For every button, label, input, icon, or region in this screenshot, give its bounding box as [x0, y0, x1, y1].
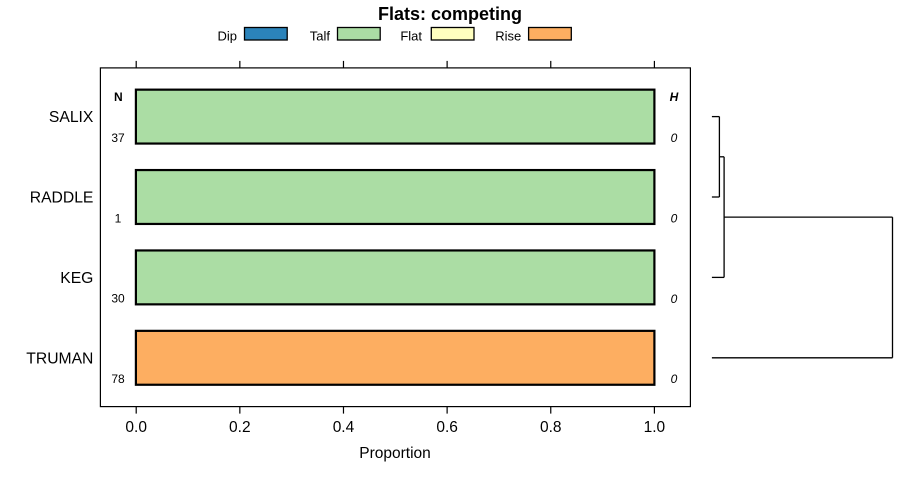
svg-text:0.2: 0.2 [229, 419, 251, 436]
svg-text:37: 37 [111, 131, 125, 145]
svg-text:1.0: 1.0 [644, 419, 666, 436]
svg-text:0.8: 0.8 [540, 419, 562, 436]
svg-text:SALIX: SALIX [49, 109, 94, 126]
svg-text:0: 0 [671, 372, 678, 386]
svg-text:Rise: Rise [495, 29, 521, 44]
svg-text:0.0: 0.0 [125, 419, 147, 436]
svg-text:78: 78 [111, 372, 125, 386]
svg-text:Dip: Dip [217, 29, 237, 44]
svg-text:0.6: 0.6 [436, 419, 458, 436]
svg-text:H: H [670, 90, 679, 104]
svg-text:1: 1 [115, 211, 122, 225]
svg-text:KEG: KEG [60, 270, 93, 287]
svg-text:Flats: competing: Flats: competing [378, 4, 522, 24]
svg-text:N: N [114, 90, 123, 104]
svg-text:0.4: 0.4 [333, 419, 355, 436]
svg-text:Proportion: Proportion [359, 445, 431, 462]
svg-text:Talf: Talf [310, 29, 331, 44]
svg-text:30: 30 [111, 292, 125, 306]
svg-text:Flat: Flat [400, 29, 422, 44]
svg-text:0: 0 [671, 211, 678, 225]
svg-text:TRUMAN: TRUMAN [26, 350, 93, 367]
svg-text:0: 0 [671, 292, 678, 306]
svg-text:RADDLE: RADDLE [30, 190, 94, 207]
svg-text:0: 0 [671, 131, 678, 145]
